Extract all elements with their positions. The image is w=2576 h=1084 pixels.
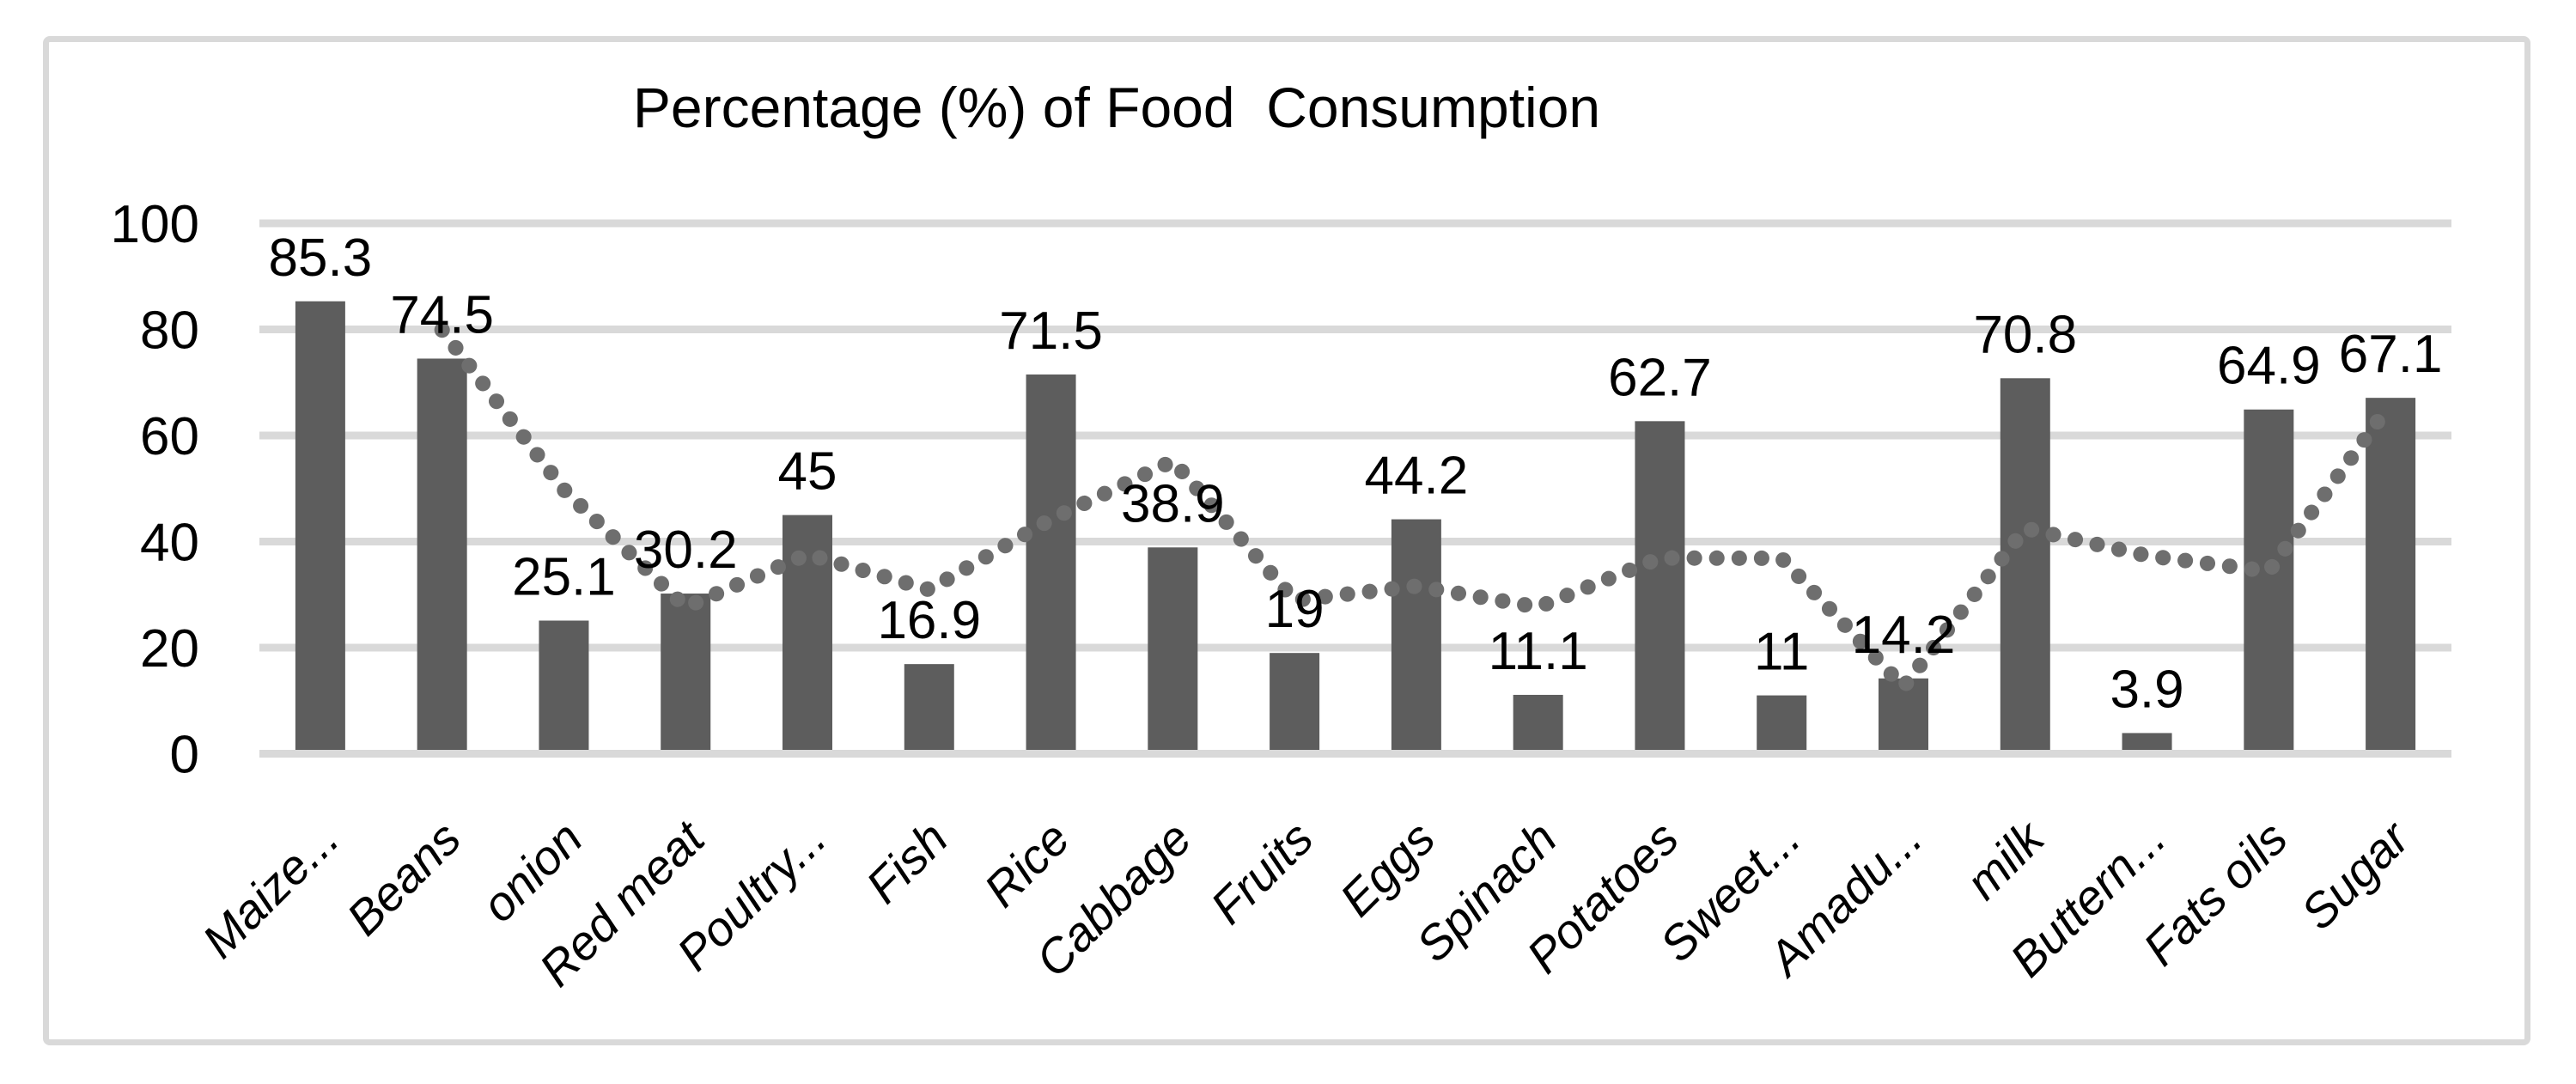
- value-label: 62.7: [1608, 348, 1712, 407]
- value-label: 85.3: [269, 228, 373, 288]
- value-label: 14.2: [1852, 606, 1956, 665]
- category-label: Rice: [973, 811, 1080, 917]
- y-tick-label: 60: [140, 407, 199, 466]
- bar: [1148, 547, 1198, 751]
- bar: [1513, 694, 1563, 751]
- bar: [295, 301, 345, 752]
- y-tick-label: 20: [140, 619, 199, 679]
- bar: [2122, 733, 2172, 751]
- value-label: 74.5: [390, 285, 494, 344]
- value-label: 45: [778, 442, 837, 502]
- bar: [2366, 398, 2416, 751]
- bar: [783, 515, 832, 751]
- trendline: [434, 322, 2399, 695]
- y-tick-label: 0: [170, 726, 199, 785]
- value-label: 38.9: [1121, 474, 1225, 533]
- value-label: 19: [1265, 580, 1325, 639]
- bar: [661, 594, 711, 751]
- category-label: Eggs: [1330, 811, 1446, 927]
- chart-title: Percentage (%) of Food Consumption: [633, 76, 1600, 139]
- y-tick-label: 100: [111, 195, 199, 254]
- bar: [1026, 374, 1076, 751]
- value-label: 71.5: [999, 301, 1103, 361]
- category-label: Beans: [336, 811, 471, 946]
- bar: [2244, 409, 2294, 751]
- value-label: 25.1: [512, 548, 616, 607]
- value-label: 30.2: [634, 521, 738, 580]
- category-label: Fish: [856, 811, 958, 913]
- value-label: 11: [1754, 623, 1809, 682]
- bar: [1757, 695, 1807, 751]
- value-label: 67.1: [2339, 325, 2443, 384]
- value-label: 3.9: [2110, 660, 2183, 719]
- value-label: 64.9: [2217, 337, 2321, 396]
- bar: [904, 664, 954, 751]
- bar: [1391, 519, 1441, 751]
- value-label: 16.9: [877, 591, 981, 650]
- bar: [417, 358, 467, 751]
- category-label: Maize...: [192, 811, 349, 968]
- category-label: Sugar: [2290, 809, 2421, 940]
- bar: [2000, 378, 2050, 751]
- bar: [1635, 421, 1685, 751]
- category-label: Fruits: [1200, 811, 1324, 935]
- value-label: 11.1: [1489, 622, 1588, 681]
- y-tick-label: 40: [140, 514, 199, 573]
- bar: [539, 620, 589, 751]
- value-label: 70.8: [1973, 305, 2077, 364]
- bar: [1270, 653, 1320, 751]
- category-label: milk: [1955, 809, 2055, 910]
- y-tick-label: 80: [140, 301, 199, 361]
- value-label: 44.2: [1365, 447, 1469, 506]
